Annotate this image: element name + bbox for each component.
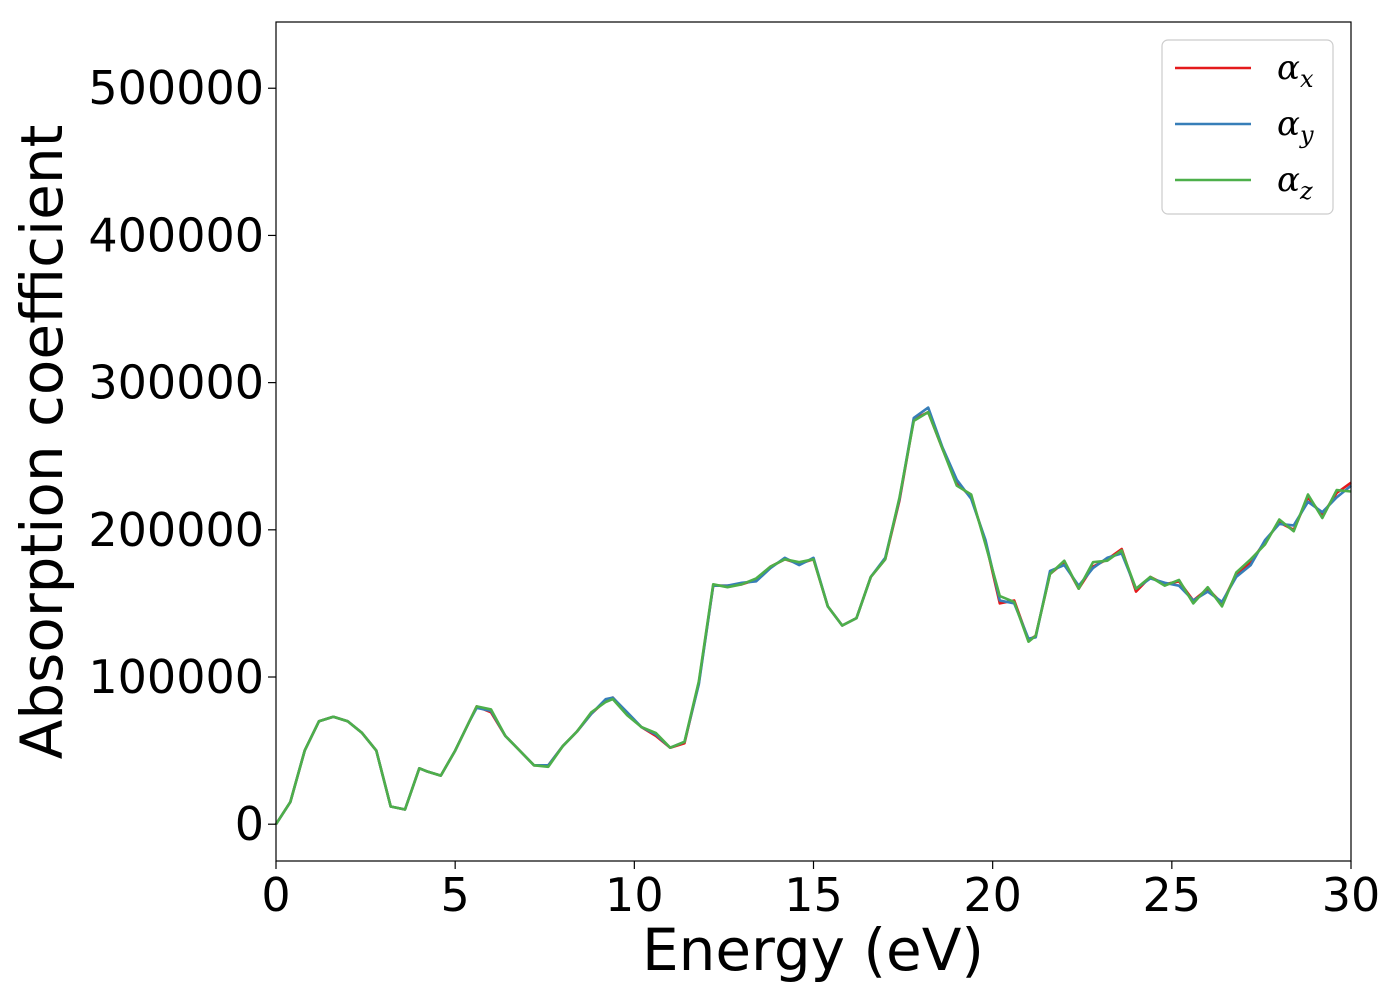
- y-tick-label: 0: [235, 797, 264, 851]
- x-tick-label: 10: [605, 868, 664, 922]
- series-line-y: [274, 406, 1352, 825]
- y-axis-title: Absorption coefficient: [8, 125, 76, 760]
- x-axis-title: Energy (eV): [642, 916, 984, 984]
- x-tick-label: 25: [1143, 868, 1202, 922]
- x-tick-label: 5: [441, 868, 470, 922]
- y-axis: 0 100000 200000 300000 400000 500000: [88, 61, 276, 851]
- legend-box: [1161, 39, 1334, 215]
- legend-label-z: αz: [1277, 160, 1313, 205]
- y-tick-label: 300000: [88, 356, 264, 410]
- y-tick-label: 200000: [88, 503, 264, 557]
- x-axis: 0 5 10 15 20 25 30: [261, 861, 1380, 922]
- series-lines: [274, 406, 1352, 825]
- series-line-x: [274, 410, 1352, 825]
- legend-label-x: αx: [1277, 48, 1314, 93]
- y-tick-label: 400000: [88, 208, 264, 262]
- x-tick-label: 0: [261, 868, 290, 922]
- y-tick-label: 500000: [88, 61, 264, 115]
- legend-label-y: αy: [1277, 104, 1314, 149]
- legend: αx αy αz: [1161, 39, 1334, 215]
- x-tick-label: 20: [963, 868, 1022, 922]
- x-tick-label: 30: [1322, 868, 1381, 922]
- x-tick-label: 15: [784, 868, 843, 922]
- y-tick-label: 100000: [88, 650, 264, 704]
- series-line-z: [274, 410, 1352, 825]
